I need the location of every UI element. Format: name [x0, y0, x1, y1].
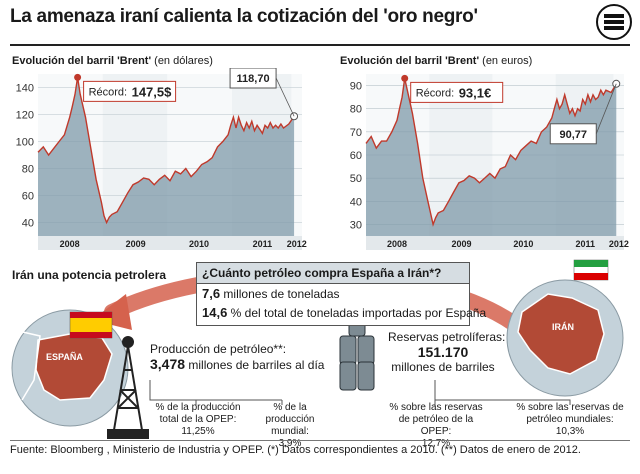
y-tick-label: 140 [16, 83, 34, 95]
oil-derrick-icon [107, 336, 149, 439]
y-tick-label: 80 [22, 164, 34, 176]
production-value-line: 3,478 millones de barriles al día [150, 356, 325, 372]
y-tick-label: 30 [350, 219, 362, 231]
newspaper-logo-icon [596, 4, 632, 40]
iran-shape-icon [517, 293, 605, 375]
record-box [410, 81, 504, 103]
reserves-opep-share: % sobre las reservas de petróleo de la O… [389, 402, 483, 449]
x-tick-label: 2009 [451, 239, 471, 249]
production-opep-share: % de la producción total de la OPEP: 11,… [155, 402, 241, 437]
x-tick-label: 2008 [60, 239, 80, 249]
record-point [74, 73, 82, 81]
production-world-share: % de la producción mundial: 3,9% [265, 402, 315, 449]
x-tick-label: 2009 [126, 239, 146, 249]
y-tick-label: 120 [16, 110, 34, 122]
series-line [37, 77, 295, 225]
series-area [366, 78, 617, 237]
chart-eur-title: Evolución del barril 'Brent' (en euros) [340, 55, 533, 67]
y-tick-label: 40 [22, 218, 34, 230]
y-tick-label: 60 [350, 150, 362, 162]
x-tick-label: 2011 [576, 239, 596, 249]
y-tick-label: 50 [350, 173, 362, 185]
chart-usd: 40 60 80 100 120 140 2008 2009 2010 2011 2012 Récor… [16, 68, 307, 250]
x-tick-label: 2010 [189, 239, 209, 249]
record-point [401, 74, 409, 82]
x-tick-label: 2011 [253, 239, 273, 249]
page-title: La amenaza iraní calienta la cotización … [10, 6, 478, 27]
x-tick-label: 2012 [287, 239, 307, 249]
oil-barrels-icon [339, 307, 375, 391]
footer-source: Fuente: Bloomberg , Ministerio de Indust… [10, 444, 581, 456]
x-tick-label: 2010 [513, 239, 533, 249]
last-point [290, 112, 299, 121]
x-axis-bar [38, 236, 302, 250]
footer-rule [10, 440, 630, 441]
y-tick-label: 100 [16, 137, 34, 149]
record-value: 147,5$ [132, 84, 173, 99]
y-tick-label: 80 [350, 104, 362, 116]
header-rule [10, 44, 630, 46]
chart-usd-title: Evolución del barril 'Brent' (en dólares… [12, 55, 213, 67]
y-tick-label: 70 [350, 127, 362, 139]
maps-illustration [11, 259, 624, 439]
last-value-label: 118,70 [237, 73, 270, 85]
reserves-value: 151.170 millones de barriles [391, 344, 495, 374]
y-tick-label: 60 [22, 191, 34, 203]
map-spain-label: ESPAÑA [46, 352, 83, 362]
map-iran-label: IRÁN [552, 322, 574, 332]
record-value: 93,1€ [459, 85, 492, 100]
x-tick-label: 2012 [609, 239, 629, 249]
x-axis-bar [366, 236, 624, 250]
record-box [83, 80, 177, 102]
last-value-leader [275, 77, 295, 117]
import-question: ¿Cuánto petróleo compra España a Irán*? [197, 263, 469, 284]
production-label: Producción de petróleo**: [150, 342, 287, 356]
last-value-label: 90,77 [559, 129, 587, 141]
import-tonnes-line: 7,6 millones de toneladas [202, 286, 340, 301]
iran-section-title: Irán una potencia petrolera [12, 268, 167, 282]
chart-eur: 30 40 50 60 70 80 90 2008 2009 2010 2011 2012 Récord… [350, 74, 629, 250]
record-label: Récord: [89, 86, 128, 98]
record-label: Récord: [416, 87, 455, 99]
x-tick-label: 2008 [387, 239, 407, 249]
series-area [38, 77, 295, 237]
reserves-world-share: % sobre las reservas de petróleo mundial… [516, 402, 624, 437]
last-value-leader [595, 83, 617, 134]
y-tick-label: 90 [350, 81, 362, 93]
import-share-line: 14,6 % del total de toneladas importadas… [202, 305, 487, 320]
import-question-box: ¿Cuánto petróleo compra España a Irán*? … [196, 262, 487, 326]
series-line [365, 78, 617, 227]
y-tick-label: 40 [350, 196, 362, 208]
year-band [291, 74, 302, 236]
reserves-label: Reservas petrolíferas: [388, 330, 506, 344]
